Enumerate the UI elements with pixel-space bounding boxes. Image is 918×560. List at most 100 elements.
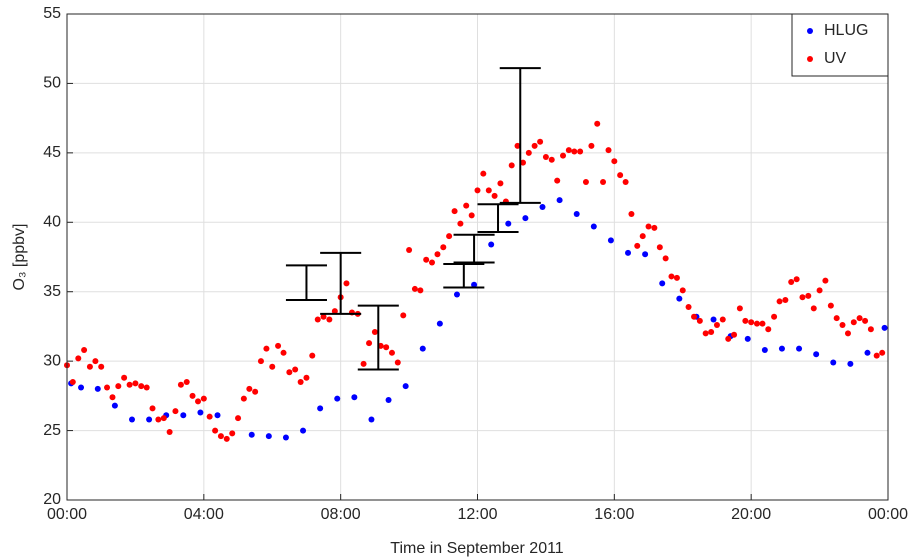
point [104, 384, 111, 391]
point [371, 328, 378, 335]
point [805, 292, 812, 299]
y-tick-label: 35 [43, 283, 61, 300]
point [200, 395, 207, 402]
point [400, 312, 407, 319]
point [594, 120, 601, 127]
point [143, 384, 150, 391]
y-tick-label: 30 [43, 352, 61, 369]
point [864, 349, 871, 356]
point [286, 369, 293, 376]
point [725, 335, 732, 342]
point [830, 359, 837, 366]
point [856, 315, 863, 322]
point [505, 220, 512, 227]
point [656, 244, 663, 251]
point [605, 147, 612, 154]
point [126, 381, 133, 388]
x-tick-label: 08:00 [321, 506, 361, 523]
point [411, 285, 418, 292]
point [788, 278, 795, 285]
point [542, 154, 549, 161]
point [92, 358, 99, 365]
point [833, 315, 840, 322]
point [75, 355, 82, 362]
point [847, 360, 854, 367]
legend-label: HLUG [824, 22, 868, 39]
point [554, 177, 561, 184]
point [383, 344, 390, 351]
error-bar [499, 67, 541, 204]
point [645, 223, 652, 230]
error-bar [477, 203, 519, 234]
point [248, 431, 255, 438]
point [560, 152, 567, 159]
point [86, 363, 93, 370]
point [759, 320, 766, 327]
point [514, 142, 521, 149]
point [419, 345, 426, 352]
point [548, 156, 555, 163]
point [98, 363, 105, 370]
error-bar [320, 251, 362, 315]
point [128, 416, 135, 423]
point [628, 210, 635, 217]
point [451, 208, 458, 215]
point [146, 416, 153, 423]
point [565, 147, 572, 154]
point [508, 162, 515, 169]
point [240, 395, 247, 402]
point [252, 388, 259, 395]
legend-box [791, 13, 889, 77]
point [519, 159, 526, 166]
y-tick-label: 45 [43, 144, 61, 161]
point [292, 366, 299, 373]
point [468, 212, 475, 219]
point [111, 402, 118, 409]
point [429, 259, 436, 266]
point [761, 347, 768, 354]
point [796, 345, 803, 352]
point [844, 330, 851, 337]
point [394, 359, 401, 366]
point [317, 405, 324, 412]
point [309, 352, 316, 359]
point [343, 280, 350, 287]
point [297, 378, 304, 385]
point [577, 148, 584, 155]
point [822, 277, 829, 284]
point [269, 363, 276, 370]
point [793, 276, 800, 283]
point [434, 251, 441, 258]
point [617, 172, 624, 179]
point [736, 305, 743, 312]
point [611, 158, 618, 165]
point [873, 352, 880, 359]
point [246, 385, 253, 392]
point [639, 233, 646, 240]
point [702, 330, 709, 337]
point [366, 340, 373, 347]
point [223, 435, 230, 442]
point [265, 433, 272, 440]
point [691, 313, 698, 320]
point [172, 408, 179, 415]
point [673, 274, 680, 281]
point [778, 345, 785, 352]
x-tick-label: 00:00 [868, 506, 908, 523]
series [64, 120, 886, 442]
point [115, 383, 122, 390]
legend: HLUG UV [791, 13, 889, 77]
point [463, 202, 470, 209]
point [642, 251, 649, 258]
point [776, 298, 783, 305]
error-bar [443, 262, 485, 289]
point [166, 428, 173, 435]
point [446, 233, 453, 240]
point [491, 192, 498, 199]
y-axis-label: O₃ [ppbv] [11, 224, 28, 291]
legend-marker [807, 28, 813, 34]
point [573, 210, 580, 217]
point [480, 170, 487, 177]
point [537, 138, 544, 145]
